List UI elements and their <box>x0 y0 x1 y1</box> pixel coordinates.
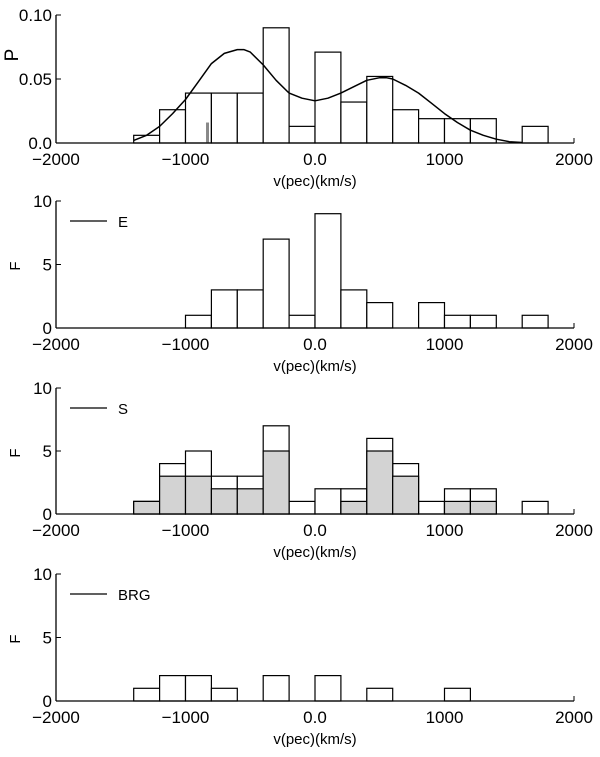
x-tick-label: −1000 <box>162 521 210 540</box>
x-axis-label: v(pec)(km/s) <box>273 173 356 190</box>
x-tick-label: 0.0 <box>303 708 327 727</box>
histogram-bar <box>418 500 446 515</box>
y-tick-label: 5 <box>43 256 52 275</box>
x-tick-label: 1000 <box>426 335 464 354</box>
histogram-bar <box>521 314 549 329</box>
histogram-bar <box>366 302 394 329</box>
histogram-bar <box>392 109 420 144</box>
y-tick-label: 5 <box>43 442 52 461</box>
histogram-bar <box>210 289 238 329</box>
histogram-bar <box>314 488 342 515</box>
histogram-bar <box>418 118 446 144</box>
legend-label: E <box>118 214 128 231</box>
histogram-bar <box>184 314 212 329</box>
panel-p: 0.0 0.05 0.10 −2000 −1000 0.0 1000 2000 v(pec)(k… <box>2 6 593 190</box>
x-tick-label: −2000 <box>32 708 80 727</box>
histogram-bar <box>418 302 446 329</box>
y-axis-label: F <box>7 261 24 270</box>
shaded-bar <box>366 450 394 515</box>
histogram-bar <box>443 314 471 329</box>
density-curve <box>133 48 523 144</box>
x-tick-label: −2000 <box>32 150 80 169</box>
x-tick-label: 1000 <box>426 708 464 727</box>
histogram-bar <box>366 75 394 144</box>
x-tick-label: 1000 <box>426 521 464 540</box>
shaded-bar <box>133 500 161 515</box>
histogram-bar <box>210 687 238 702</box>
shaded-bar <box>210 488 238 515</box>
histogram-bar <box>133 687 161 702</box>
shaded-bar <box>392 475 420 515</box>
histogram-bar <box>159 109 187 144</box>
y-tick-label: 0 <box>43 692 52 711</box>
y-axis-label: P <box>2 49 23 62</box>
histogram-bar <box>469 314 497 329</box>
x-tick-label: 2000 <box>555 335 593 354</box>
histogram-bar <box>236 92 264 144</box>
histogram-bar <box>288 314 316 329</box>
x-tick-label: 1000 <box>426 150 464 169</box>
shaded-bar <box>236 488 264 515</box>
histogram-bar <box>210 92 238 144</box>
y-tick-label: 10 <box>33 565 52 584</box>
y-axis-label: F <box>7 448 24 457</box>
y-tick-label: 0.0 <box>28 134 52 153</box>
histogram-bar <box>521 500 549 515</box>
x-tick-label: −1000 <box>162 335 210 354</box>
x-tick-label: −1000 <box>162 708 210 727</box>
histogram-bar <box>340 289 368 329</box>
x-tick-label: −2000 <box>32 335 80 354</box>
histogram-bar <box>314 674 342 702</box>
histogram-bar <box>262 27 290 144</box>
y-tick-label: 0.10 <box>19 6 52 25</box>
x-tick-label: 0.0 <box>303 335 327 354</box>
y-axis-label: F <box>7 634 24 643</box>
x-axis-label: v(pec)(km/s) <box>273 731 356 748</box>
histogram-bar <box>288 500 316 515</box>
shaded-bar <box>262 450 290 515</box>
histogram-bar <box>340 101 368 144</box>
x-tick-label: 2000 <box>555 521 593 540</box>
histogram-bar <box>521 125 549 144</box>
histogram-bar <box>236 289 264 329</box>
histogram-bar <box>443 687 471 702</box>
legend-label: BRG <box>118 587 151 604</box>
x-tick-label: −1000 <box>162 150 210 169</box>
y-tick-label: 10 <box>33 192 52 211</box>
shaded-bar <box>469 500 497 515</box>
x-axis-label: v(pec)(km/s) <box>273 544 356 561</box>
x-axis-label: v(pec)(km/s) <box>273 358 356 375</box>
histogram-bar <box>262 674 290 702</box>
histogram-bar <box>288 125 316 144</box>
y-tick-label: 0.05 <box>19 70 52 89</box>
panel-s: 0 5 10 −2000 −1000 0.0 1000 2000 v(pec)(km/s) F S <box>7 379 593 561</box>
shaded-bar <box>184 475 212 515</box>
shaded-bar <box>159 475 187 515</box>
x-tick-label: 2000 <box>555 708 593 727</box>
panel-brg: 0 5 10 −2000 −1000 0.0 1000 2000 v(pec)(km/s) F BR… <box>7 565 593 748</box>
x-tick-label: 2000 <box>555 150 593 169</box>
histogram-bar <box>366 687 394 702</box>
histogram-bar <box>159 674 187 702</box>
panel-e: 0 5 10 −2000 −1000 0.0 1000 2000 v(pec)(km/s) F E <box>7 192 593 375</box>
x-tick-label: 0.0 <box>303 150 327 169</box>
y-tick-label: 5 <box>43 629 52 648</box>
histogram-bar <box>184 674 212 702</box>
x-tick-label: 0.0 <box>303 521 327 540</box>
legend-label: S <box>118 401 128 418</box>
histogram-bar <box>262 238 290 329</box>
shaded-bar <box>443 500 471 515</box>
x-tick-label: −2000 <box>32 521 80 540</box>
y-tick-label: 0 <box>43 505 52 524</box>
histogram-bar <box>469 118 497 144</box>
y-tick-label: 0 <box>43 319 52 338</box>
y-tick-label: 10 <box>33 379 52 398</box>
histogram-bar <box>314 213 342 329</box>
shaded-bar <box>340 500 368 515</box>
